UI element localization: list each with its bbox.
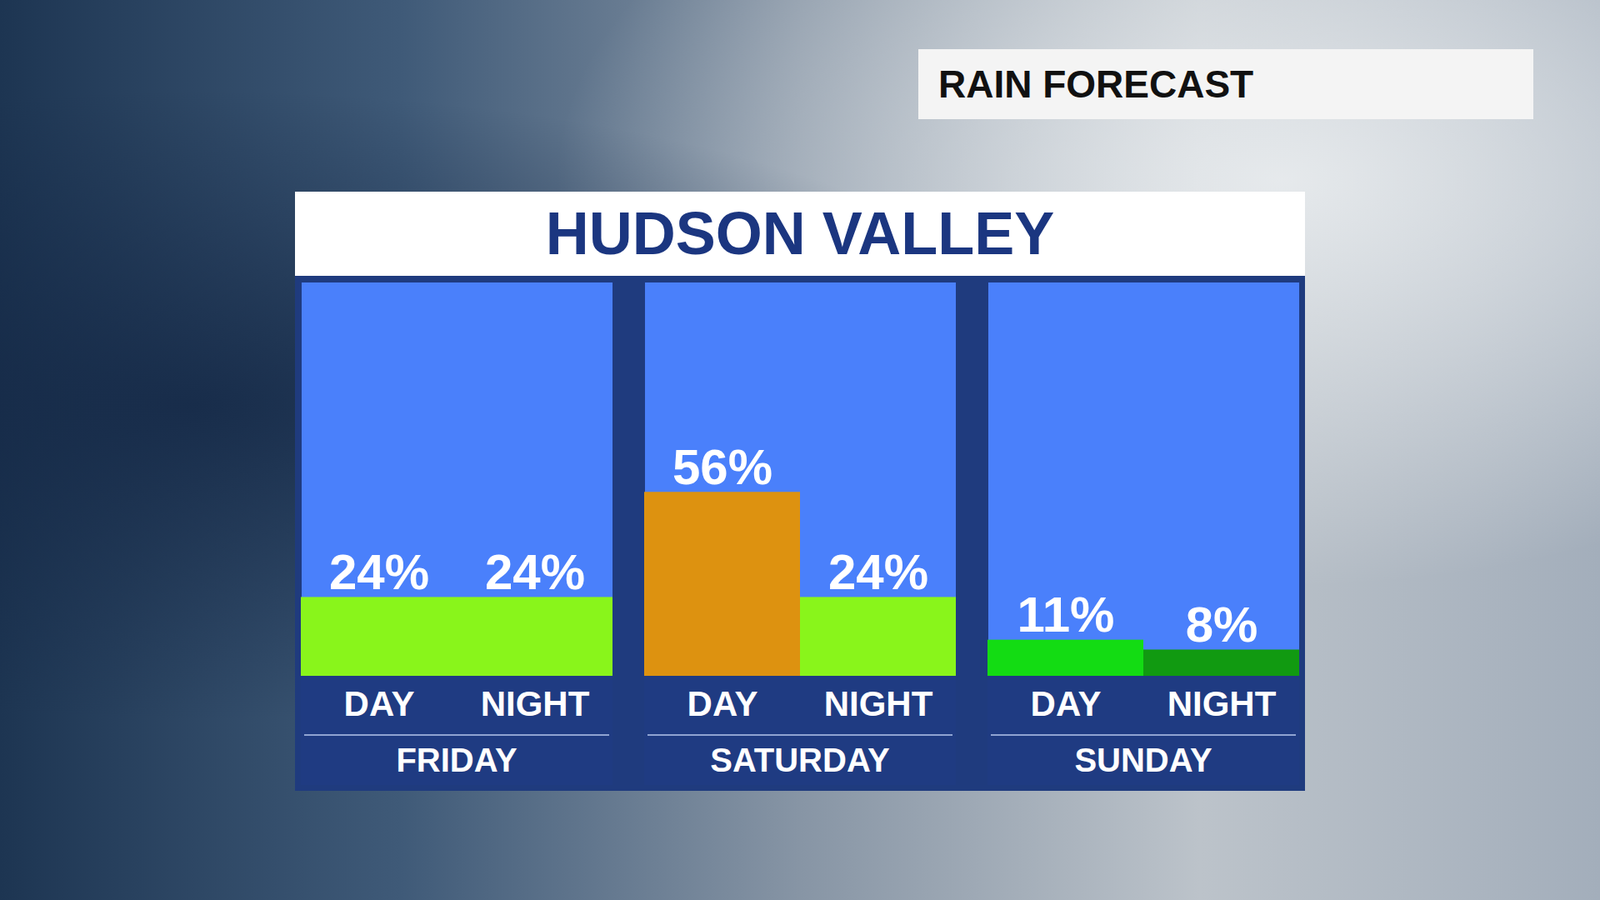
html-text:HUDSON VALLEY: HUDSON VALLEY	[545, 200, 1055, 267]
svg-text:24%: 24%	[485, 544, 585, 600]
html-text:RAIN FORECAST: RAIN FORECAST	[938, 62, 1254, 106]
html-text:SUNDAY: SUNDAY	[1074, 741, 1213, 779]
html-text:SATURDAY: SATURDAY	[710, 741, 890, 779]
svg-text:DAY: DAY	[687, 684, 759, 724]
svg-text:DAY: DAY	[1030, 684, 1102, 724]
html-text:FRIDAY: FRIDAY	[396, 741, 518, 779]
svg-text:DAY: DAY	[344, 684, 415, 724]
svg-text:56%: 56%	[672, 439, 773, 495]
svg-text:24%: 24%	[828, 544, 929, 600]
svg-text:24%: 24%	[329, 544, 430, 600]
svg-text:11%: 11%	[1017, 586, 1115, 643]
svg-text:NIGHT: NIGHT	[1167, 684, 1277, 724]
svg-text:NIGHT: NIGHT	[824, 684, 934, 724]
svg-text:NIGHT: NIGHT	[480, 684, 590, 724]
svg-text:8%: 8%	[1185, 596, 1259, 653]
